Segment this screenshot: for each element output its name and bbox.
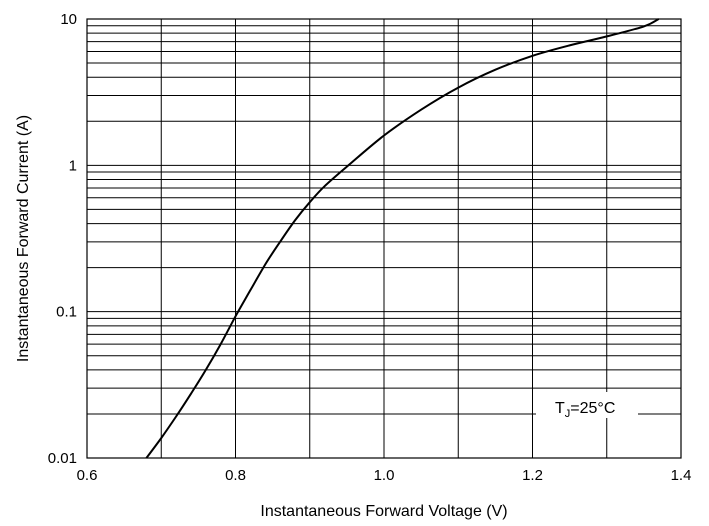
y-tick-label: 0.01 [48, 450, 77, 467]
annotation-base: T [555, 400, 565, 417]
annotation-background [536, 392, 638, 418]
annotation-text: TJ=25°C [555, 400, 615, 420]
annotation-subscript: J [565, 408, 571, 420]
x-tick-label: 0.6 [77, 467, 98, 484]
x-tick-label: 1.2 [522, 467, 543, 484]
y-tick-label: 1 [69, 157, 77, 174]
plot-frame [86, 18, 682, 459]
temperature-annotation: TJ=25°C [536, 392, 638, 420]
x-tick-label: 0.8 [225, 467, 246, 484]
y-axis-label: Instantaneous Forward Current (A) [15, 115, 32, 362]
x-axis-label: Instantaneous Forward Voltage (V) [260, 503, 507, 520]
x-tick-labels: 0.6 0.8 1.0 1.2 1.4 [77, 467, 692, 484]
annotation-rest: =25°C [570, 400, 615, 417]
x-tick-label: 1.4 [671, 467, 692, 484]
series-line [145, 18, 660, 459]
y-tick-label: 0.1 [56, 304, 77, 321]
x-tick-label: 1.0 [374, 467, 395, 484]
grid-lines [87, 19, 681, 458]
y-tick-labels: 0.01 0.1 1 10 [48, 11, 77, 467]
y-tick-label: 10 [60, 11, 77, 28]
